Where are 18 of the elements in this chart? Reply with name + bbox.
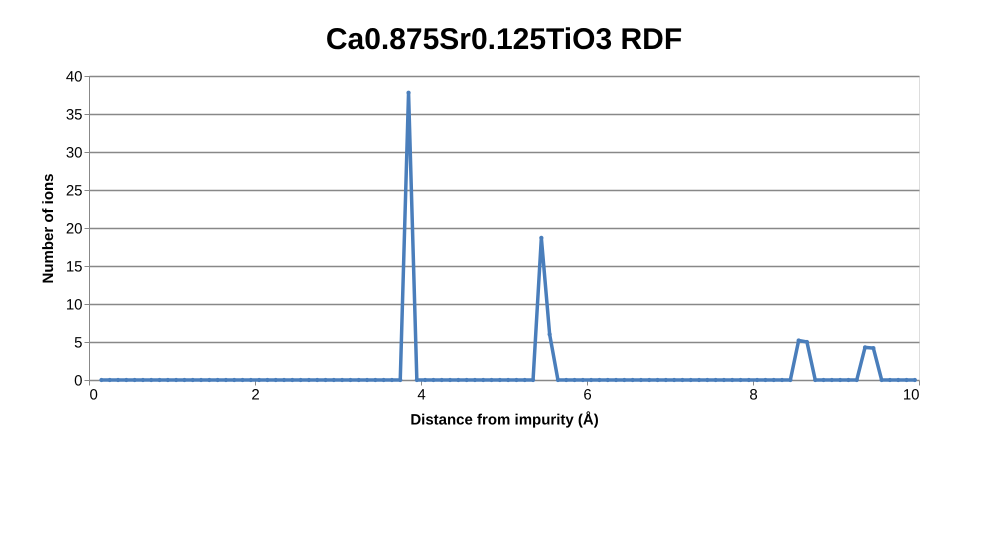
x-tick-label: 6 — [583, 386, 592, 404]
y-tick-label: 0 — [74, 372, 82, 390]
y-tick-label: 5 — [74, 334, 82, 352]
y-tick-label: 10 — [66, 296, 82, 314]
y-axis-title: Number of ions — [40, 173, 57, 284]
chart-title: Ca0.875Sr0.125TiO3 RDF — [326, 23, 682, 56]
x-tick-label: 2 — [251, 386, 260, 404]
y-tick-label: 20 — [66, 220, 82, 238]
y-tick-label: 30 — [66, 144, 82, 162]
y-tick-label: 40 — [66, 68, 82, 86]
x-axis-title: Distance from impurity (Å) — [410, 410, 599, 428]
x-tick-label: 10 — [902, 386, 920, 404]
y-tick-label: 25 — [66, 182, 82, 200]
y-tick-label: 35 — [66, 106, 82, 124]
x-tick-label: 8 — [749, 386, 758, 404]
x-tick-label: 0 — [90, 386, 98, 404]
x-tick-label: 4 — [417, 386, 426, 404]
y-tick-label: 15 — [66, 258, 82, 276]
